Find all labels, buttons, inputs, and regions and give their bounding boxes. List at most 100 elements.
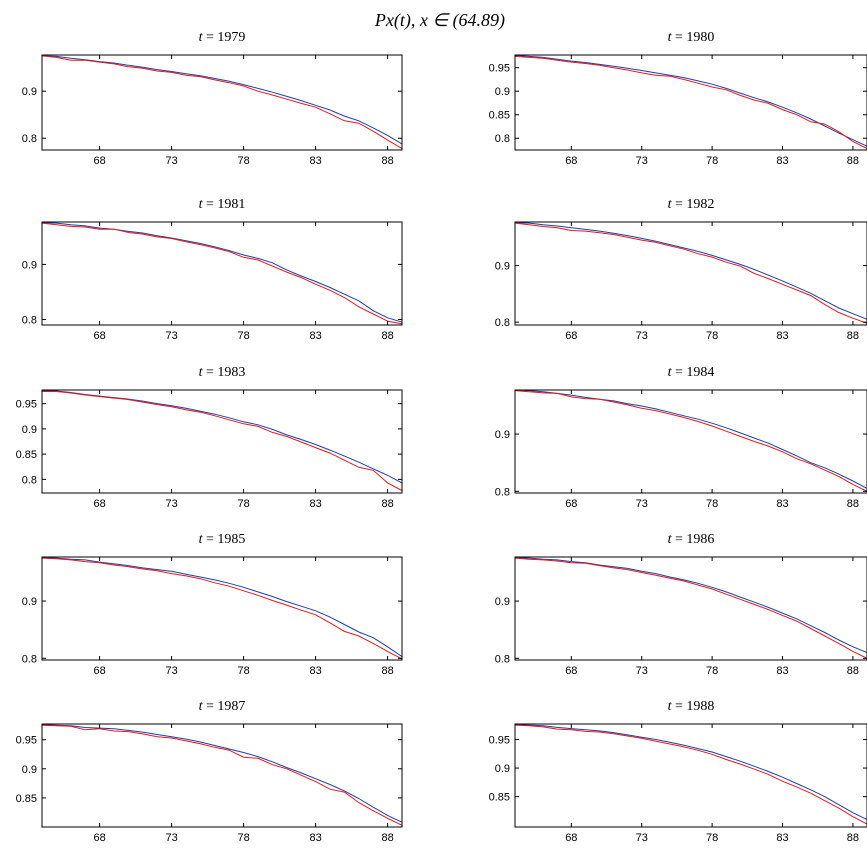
subplot-title: t = 1982 <box>668 197 715 212</box>
y-tick-label: 0.9 <box>22 764 37 776</box>
x-tick-label: 68 <box>565 330 577 342</box>
subplot-title-variable: t <box>199 699 204 714</box>
axes-frame <box>514 54 867 151</box>
x-tick-label: 83 <box>776 498 788 510</box>
x-tick-label: 68 <box>93 665 105 677</box>
y-tick-label: 0.9 <box>495 86 510 98</box>
x-tick-label: 83 <box>309 832 321 844</box>
y-tick-label: 0.9 <box>495 261 510 273</box>
series-line-1 <box>515 390 867 489</box>
subplot-title: t = 1979 <box>199 30 246 45</box>
x-tick-label: 68 <box>93 155 105 167</box>
x-tick-label: 68 <box>93 498 105 510</box>
x-tick-label: 83 <box>309 665 321 677</box>
x-tick-label: 73 <box>636 832 648 844</box>
series-line-2 <box>515 222 867 324</box>
x-tick-label: 88 <box>847 832 859 844</box>
x-tick-label: 78 <box>706 665 718 677</box>
x-tick-label: 88 <box>847 498 859 510</box>
series-line-2 <box>515 724 867 825</box>
x-tick-label: 83 <box>776 665 788 677</box>
x-tick-label: 68 <box>565 665 577 677</box>
series-line-1 <box>42 724 402 823</box>
subplot-1979: t = 1979 68 73 78 83 88 0.8 0.9 <box>22 30 403 167</box>
x-tick-label: 73 <box>165 498 177 510</box>
x-tick-label: 68 <box>565 832 577 844</box>
x-tick-label: 88 <box>847 330 859 342</box>
subplot-title: t = 1983 <box>199 365 246 380</box>
subplot-title: t = 1985 <box>199 532 246 547</box>
series-line-1 <box>515 55 867 147</box>
series-line-2 <box>42 391 402 491</box>
x-tick-label: 73 <box>636 498 648 510</box>
y-tick-label: 0.8 <box>22 133 37 145</box>
x-tick-label: 78 <box>237 330 249 342</box>
x-tick-label: 68 <box>93 330 105 342</box>
x-tick-label: 73 <box>636 665 648 677</box>
x-tick-label: 83 <box>776 330 788 342</box>
y-tick-label: 0.95 <box>489 63 510 75</box>
series-line-1 <box>42 390 402 484</box>
subplot-title-year: = 1980 <box>671 30 714 45</box>
subplot-title: t = 1987 <box>199 699 246 714</box>
y-tick-label: 0.9 <box>495 763 510 775</box>
figure-title: Px(t), x ∈ (64.89) <box>374 10 505 31</box>
x-tick-label: 88 <box>381 832 393 844</box>
x-tick-label: 78 <box>237 498 249 510</box>
x-tick-label: 68 <box>565 498 577 510</box>
series-line-2 <box>515 557 867 659</box>
series-line-2 <box>42 222 402 325</box>
axes-frame <box>514 389 867 494</box>
subplot-title-variable: t <box>199 365 204 380</box>
subplot-1983: t = 1983 68 73 78 83 88 0.8 0.85 0.9 0.95 <box>16 365 403 510</box>
x-tick-label: 73 <box>636 155 648 167</box>
x-tick-label: 83 <box>776 155 788 167</box>
subplot-grid: t = 1979 68 73 78 83 88 0.8 0.9 t = 1980 68 73 78 83… <box>16 30 867 844</box>
y-tick-label: 0.85 <box>489 110 510 122</box>
series-line-1 <box>42 222 402 323</box>
subplot-title: t = 1981 <box>199 197 246 212</box>
series-line-2 <box>515 55 867 150</box>
x-tick-label: 73 <box>165 330 177 342</box>
series-line-1 <box>42 557 402 658</box>
subplot-title-year: = 1982 <box>671 197 714 212</box>
subplot-title-variable: t <box>199 532 204 547</box>
subplot-title-year: = 1981 <box>202 197 245 212</box>
x-tick-label: 68 <box>93 832 105 844</box>
y-tick-label: 0.85 <box>489 792 510 804</box>
subplot-title-year: = 1984 <box>671 365 714 380</box>
series-line-1 <box>515 557 867 654</box>
x-tick-label: 83 <box>776 832 788 844</box>
subplot-1988: t = 1988 68 73 78 83 88 0.85 0.9 0.95 <box>489 699 867 844</box>
series-line-1 <box>42 55 402 145</box>
y-tick-label: 0.8 <box>495 486 510 498</box>
y-tick-label: 0.9 <box>22 259 37 271</box>
y-tick-label: 0.8 <box>22 314 37 326</box>
x-tick-label: 78 <box>706 155 718 167</box>
series-line-1 <box>515 724 867 821</box>
subplot-title: t = 1988 <box>668 699 715 714</box>
subplot-title-year: = 1987 <box>202 699 245 714</box>
axes-frame <box>514 556 867 661</box>
subplot-1985: t = 1985 68 73 78 83 88 0.8 0.9 <box>22 532 403 677</box>
y-tick-label: 0.8 <box>22 653 37 665</box>
subplot-title-year: = 1988 <box>671 699 714 714</box>
x-tick-label: 78 <box>237 832 249 844</box>
x-tick-label: 88 <box>847 665 859 677</box>
x-tick-label: 68 <box>565 155 577 167</box>
y-tick-label: 0.95 <box>16 735 37 747</box>
subplot-title: t = 1984 <box>668 365 715 380</box>
y-tick-label: 0.85 <box>16 793 37 805</box>
x-tick-label: 73 <box>636 330 648 342</box>
subplot-title-year: = 1985 <box>202 532 245 547</box>
axes-frame <box>41 389 403 494</box>
x-tick-label: 78 <box>706 330 718 342</box>
subplot-title-year: = 1979 <box>202 30 245 45</box>
x-tick-label: 78 <box>237 155 249 167</box>
y-tick-label: 0.8 <box>22 474 37 486</box>
subplot-title-variable: t <box>668 197 673 212</box>
subplot-title-variable: t <box>199 30 204 45</box>
axes-frame <box>41 54 403 151</box>
y-tick-label: 0.9 <box>495 596 510 608</box>
